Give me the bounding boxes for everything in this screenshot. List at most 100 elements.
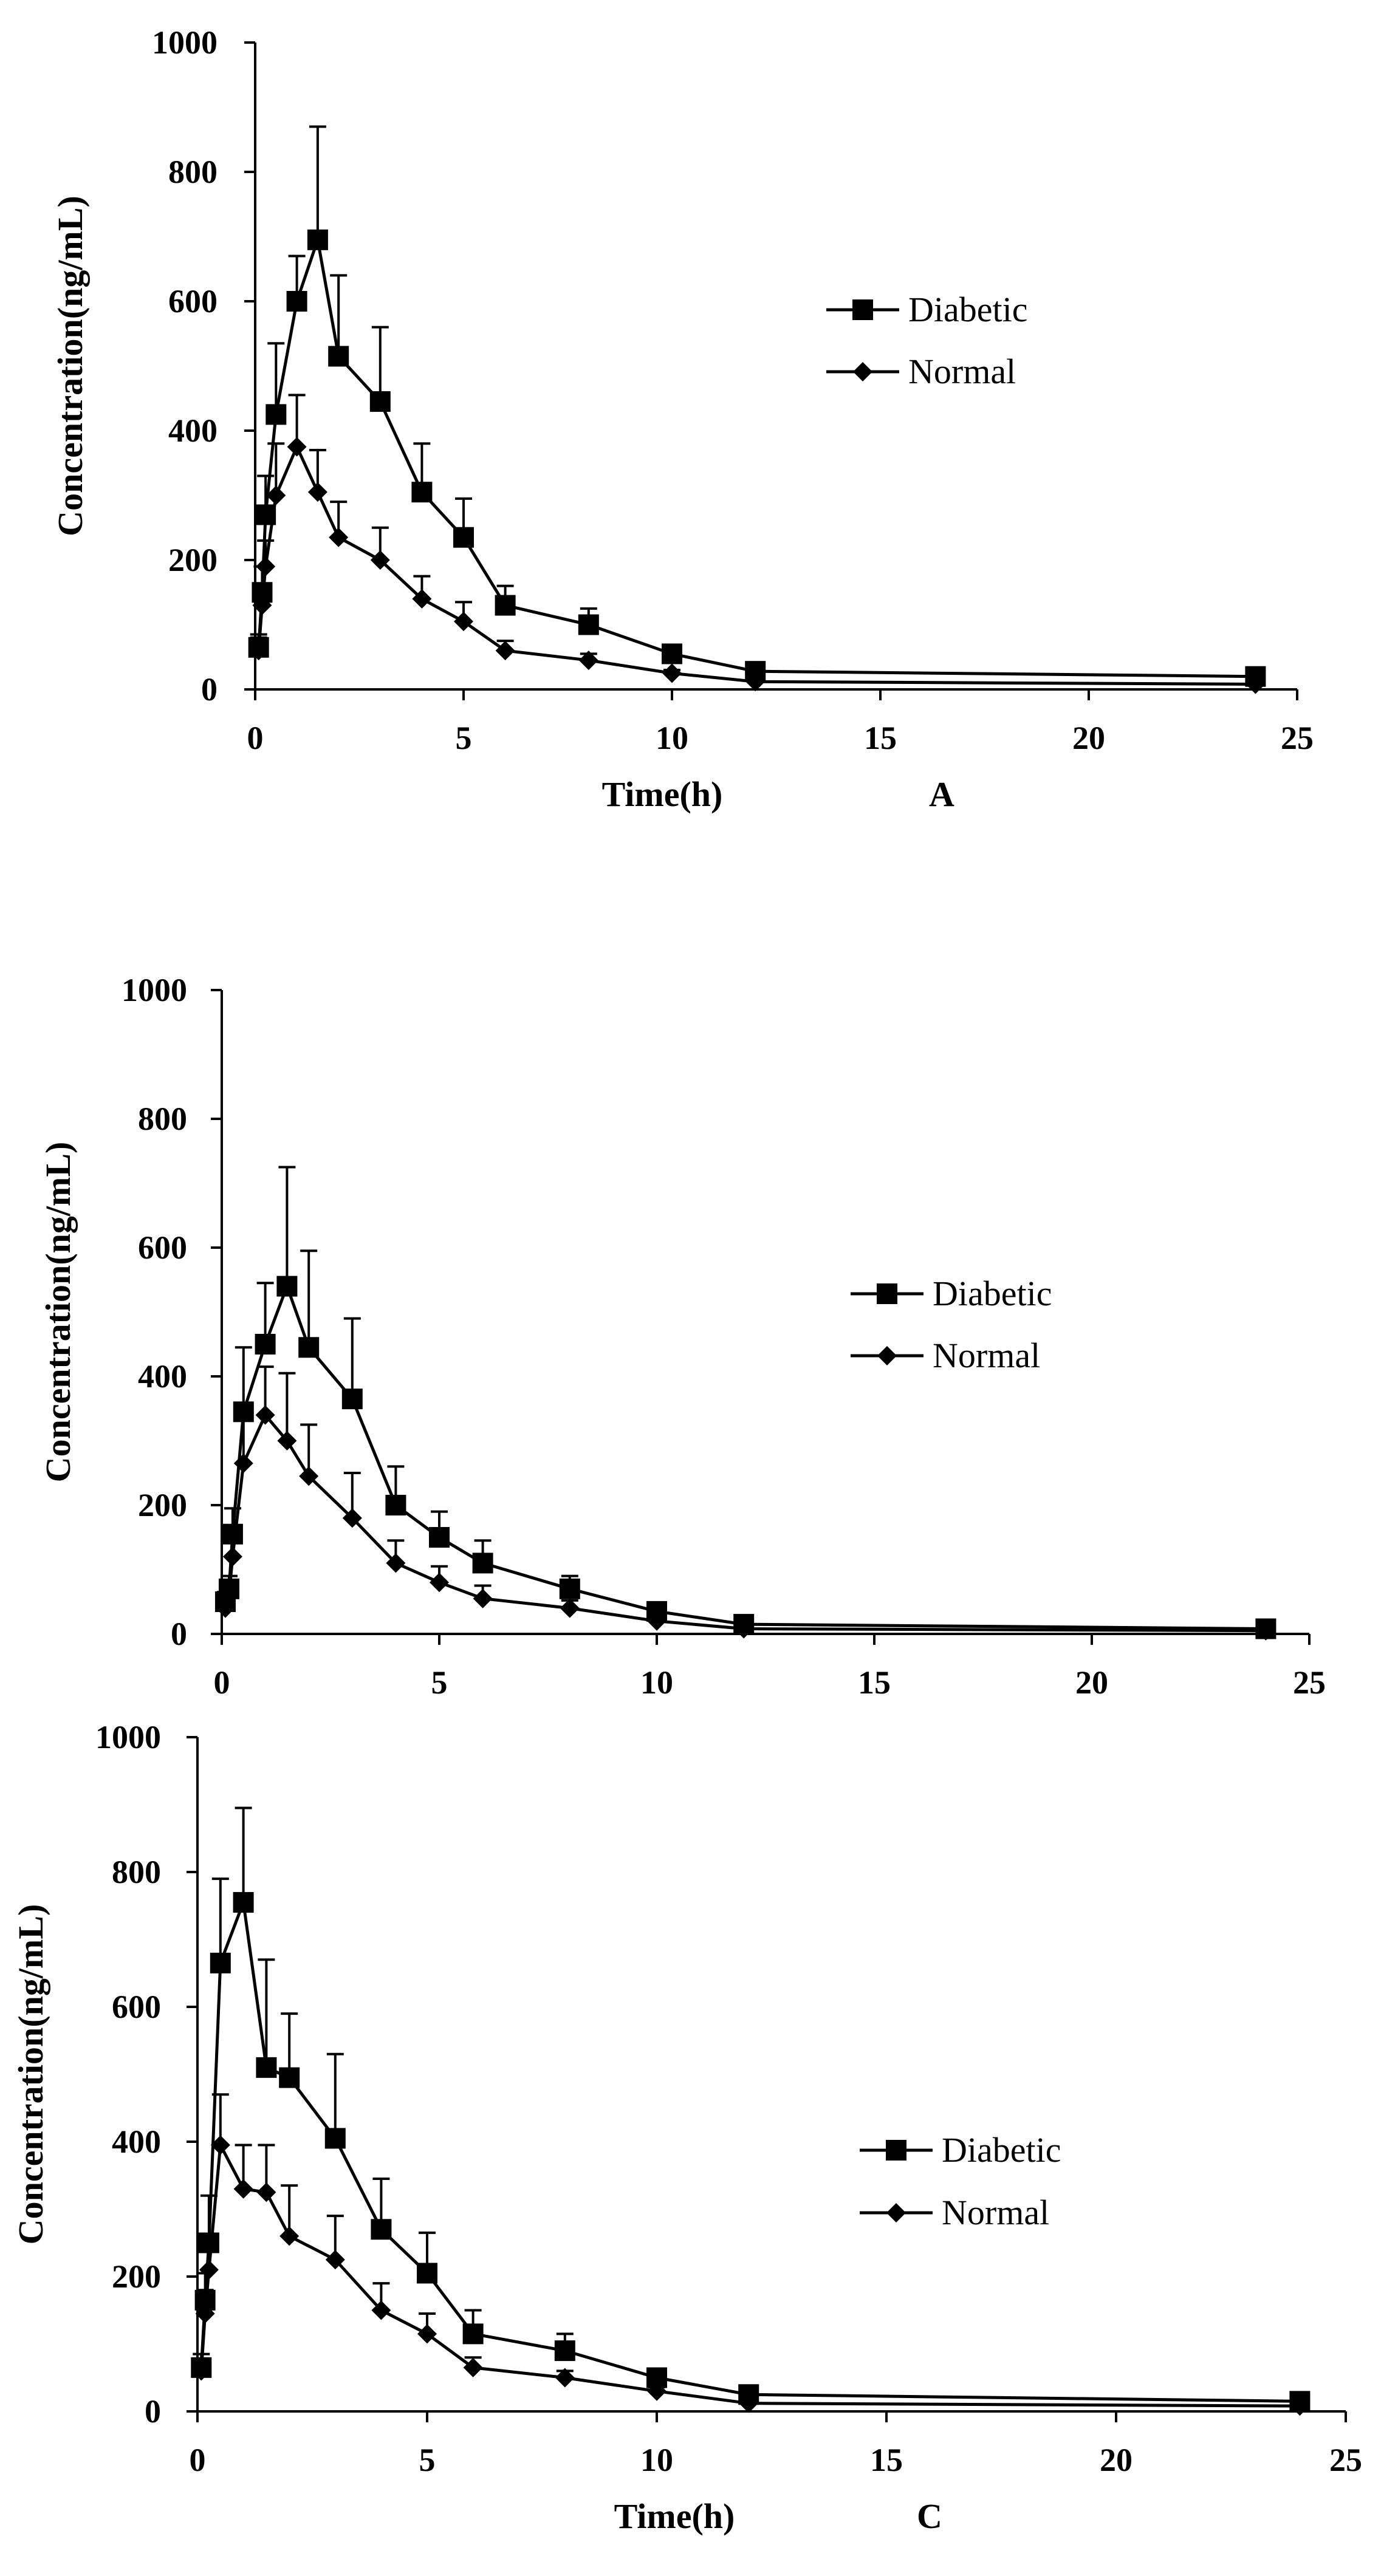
- x-tick-label: 25: [1293, 1664, 1326, 1701]
- panel-letter: C: [917, 2496, 942, 2536]
- series-diabetic: [191, 1806, 1311, 2412]
- y-tick-label: 1000: [95, 1725, 161, 1755]
- x-tick-label: 15: [870, 2442, 903, 2478]
- legend: Diabetic Normal: [851, 1274, 1052, 1375]
- y-tick-label: 0: [171, 1616, 187, 1652]
- data-point-diabetic: [385, 1495, 406, 1515]
- data-point-diabetic: [279, 2067, 300, 2088]
- data-point-diabetic: [328, 346, 349, 367]
- data-point-diabetic: [252, 582, 273, 603]
- legend-marker-square: [886, 2140, 906, 2161]
- y-axis-title: Concentration(ng/mL): [38, 1142, 78, 1483]
- data-point-diabetic: [411, 482, 433, 503]
- data-point-normal: [256, 2182, 276, 2202]
- data-point-diabetic: [646, 2367, 667, 2388]
- data-point-normal: [342, 1508, 362, 1528]
- data-point-normal: [266, 485, 286, 505]
- data-point-diabetic: [266, 404, 287, 425]
- data-point-diabetic: [198, 2232, 219, 2253]
- data-point-diabetic: [646, 1601, 667, 1622]
- y-tick-label: 400: [138, 1358, 187, 1395]
- y-tick-label: 0: [201, 671, 218, 708]
- data-point-diabetic: [256, 2057, 277, 2078]
- legend-marker-diamond: [886, 2203, 906, 2222]
- data-point-diabetic: [286, 291, 307, 312]
- data-point-normal: [560, 1598, 580, 1618]
- series-line: [199, 2144, 1300, 2408]
- series-normal: [248, 394, 1266, 694]
- x-tick-label: 20: [1100, 2442, 1133, 2478]
- y-tick-label: 800: [112, 1854, 161, 1890]
- data-point-diabetic: [307, 229, 328, 250]
- chart-panel-a: 0 200 400 600 800 1000 0 5 10 15 20 25 Time(h) A Conce…: [50, 24, 1314, 814]
- data-point-diabetic: [248, 637, 269, 658]
- data-point-diabetic: [222, 1523, 243, 1545]
- y-tick-label: 0: [145, 2393, 161, 2430]
- x-tick-label: 5: [431, 1664, 448, 1701]
- series-diabetic: [214, 1166, 1276, 1639]
- data-point-diabetic: [324, 2128, 346, 2149]
- data-point-normal: [430, 1573, 449, 1593]
- series-line: [199, 1901, 1300, 2403]
- data-point-normal: [417, 2324, 437, 2344]
- data-point-diabetic: [255, 1334, 276, 1355]
- data-point-normal: [210, 2135, 230, 2155]
- x-tick-label: 15: [864, 720, 897, 756]
- x-tick-label: 25: [1281, 720, 1314, 756]
- data-point-diabetic: [462, 2323, 484, 2345]
- series-line: [224, 1413, 1266, 1633]
- data-point-diabetic: [554, 2340, 575, 2362]
- x-tick-label: 25: [1329, 2442, 1362, 2478]
- legend: Diabetic Normal: [860, 2130, 1061, 2232]
- legend: Diabetic Normal: [826, 290, 1027, 391]
- data-point-normal: [555, 2368, 575, 2388]
- data-point-normal: [495, 641, 515, 661]
- data-point-normal: [412, 589, 432, 609]
- data-point-diabetic: [745, 661, 766, 682]
- data-point-normal: [386, 1553, 406, 1573]
- data-point-diabetic: [559, 1578, 580, 1599]
- x-tick-label: 15: [858, 1664, 891, 1701]
- data-point-diabetic: [191, 2357, 212, 2378]
- x-axis-title: Time(h): [602, 774, 723, 814]
- panel-letter: A: [929, 774, 954, 814]
- data-point-normal: [287, 437, 307, 457]
- data-point-diabetic: [276, 1276, 298, 1297]
- y-tick-label: 600: [112, 1989, 161, 2025]
- data-point-diabetic: [371, 2219, 392, 2240]
- data-point-diabetic: [417, 2263, 437, 2284]
- legend-marker-diamond: [853, 362, 872, 381]
- data-point-diabetic: [578, 614, 599, 635]
- data-point-normal: [233, 1454, 253, 1474]
- y-tick-label: 600: [138, 1229, 187, 1266]
- x-tick-label: 10: [656, 720, 688, 756]
- y-tick-label: 200: [138, 1487, 187, 1523]
- data-point-diabetic: [495, 595, 516, 616]
- series-normal: [215, 1365, 1276, 1641]
- data-point-normal: [371, 2300, 391, 2320]
- data-point-normal: [325, 2250, 345, 2270]
- x-axis-title: Time(h): [581, 1719, 702, 1725]
- x-axis-title: Time(h): [614, 2496, 735, 2536]
- y-tick-label: 400: [112, 2123, 161, 2160]
- data-point-diabetic: [369, 391, 391, 412]
- x-tick-label: 5: [456, 720, 472, 756]
- data-point-normal: [233, 2179, 253, 2199]
- data-point-normal: [473, 1588, 493, 1608]
- data-point-normal: [279, 2226, 300, 2246]
- data-point-diabetic: [1255, 1618, 1276, 1639]
- data-point-diabetic: [210, 1952, 231, 1973]
- series-line: [257, 445, 1256, 686]
- data-point-diabetic: [472, 1553, 493, 1574]
- data-point-normal: [299, 1466, 319, 1486]
- legend-marker-square: [852, 299, 873, 320]
- legend-marker-square: [877, 1283, 897, 1304]
- x-tick-label: 0: [190, 2442, 206, 2478]
- data-point-diabetic: [1245, 666, 1266, 687]
- data-point-diabetic: [233, 1401, 254, 1423]
- data-point-diabetic: [218, 1578, 239, 1599]
- data-point-diabetic: [255, 504, 276, 525]
- data-point-normal: [255, 1405, 275, 1425]
- legend-label: Diabetic: [942, 2130, 1061, 2170]
